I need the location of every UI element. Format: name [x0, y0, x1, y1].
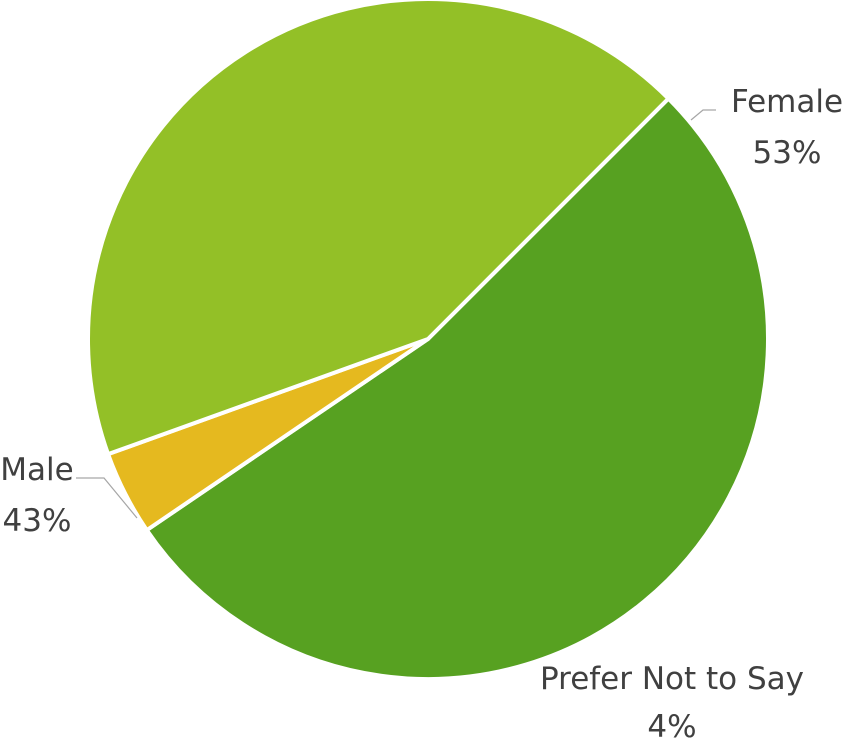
- leader-line-male: [76, 477, 138, 519]
- data-label-female: Female 53%: [690, 84, 843, 171]
- label-female-value: 53%: [753, 135, 822, 171]
- pie-slice-female: [144, 96, 770, 681]
- label-male-value: 43%: [3, 503, 72, 539]
- label-prefer-not-to-say-value: 4%: [647, 709, 696, 742]
- data-label-male: Male 43%: [0, 452, 138, 539]
- label-prefer-not-to-say-name: Prefer Not to Say: [540, 661, 804, 697]
- pie-slice-male: [86, 0, 671, 457]
- data-label-prefer-not-to-say: Prefer Not to Say 4%: [540, 661, 804, 742]
- label-female-name: Female: [731, 84, 843, 120]
- leader-line-female: [690, 109, 716, 121]
- label-male-name: Male: [0, 452, 73, 488]
- pie-slices: [86, 0, 770, 681]
